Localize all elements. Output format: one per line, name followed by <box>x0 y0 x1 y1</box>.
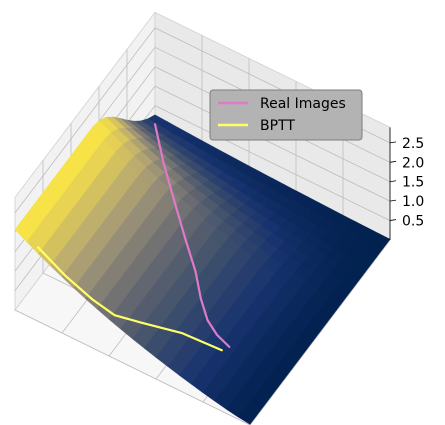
series-line-0 <box>153 123 231 348</box>
z-tick-mark <box>389 199 397 202</box>
z-tick-label: 1.5 <box>402 175 424 191</box>
legend-label: BPTT <box>260 118 295 134</box>
z-tick-label: 2.5 <box>402 136 424 152</box>
z-tick-mark <box>389 219 397 221</box>
z-grid-right-0 <box>154 105 391 221</box>
z-grid-right-1 <box>154 85 391 202</box>
y-axis-line <box>249 239 391 425</box>
z-tick-mark <box>389 180 397 183</box>
z-tick-label: 0.5 <box>402 214 424 230</box>
series-lines <box>36 123 231 352</box>
x-axis-line <box>14 309 251 425</box>
series-line-1 <box>36 246 223 352</box>
legend: Real Images BPTT <box>209 89 363 141</box>
z-axis-ticks: 0.5 1.0 1.5 2.0 2.5 <box>389 127 424 240</box>
z-tick-label: 1.0 <box>402 194 424 210</box>
surface-mesh <box>14 114 391 425</box>
z-tick-mark <box>389 141 397 144</box>
surface-cell-0-0 <box>237 407 258 425</box>
z-tick-mark <box>389 160 397 163</box>
z-tick-label: 2.0 <box>402 155 424 171</box>
legend-label: Real Images <box>260 96 346 112</box>
z-grid-left-4 <box>14 27 156 214</box>
